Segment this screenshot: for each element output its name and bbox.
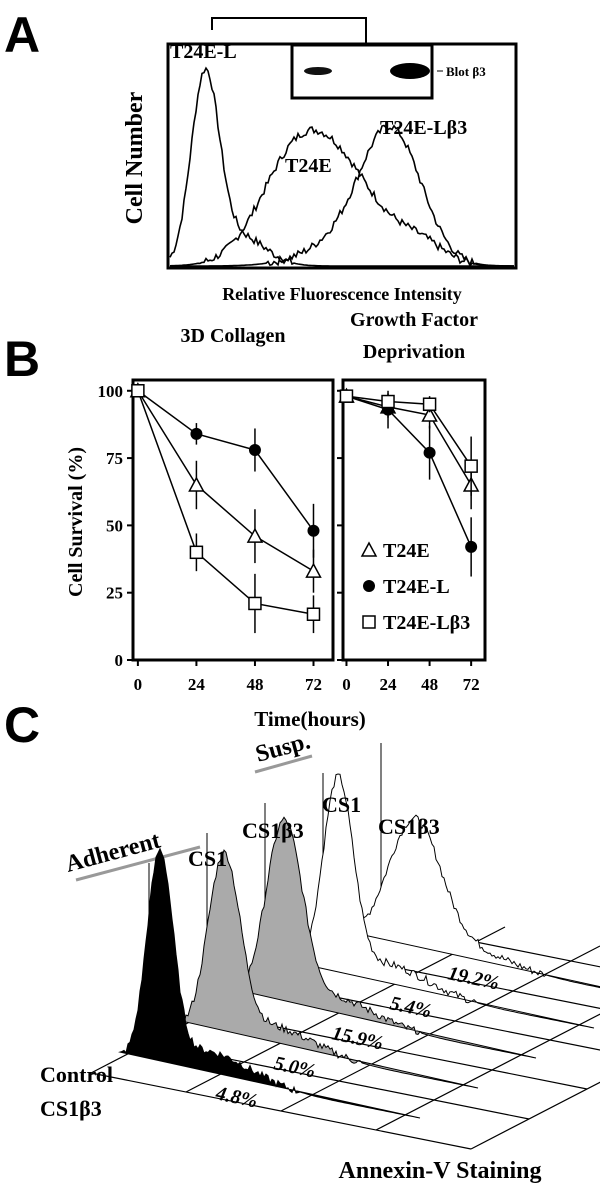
percent-label: 4.8% [213,1082,259,1112]
subplot-title: 3D Collagen [181,325,286,347]
x-tick-label: 24 [188,675,206,694]
group-label: Susp. [253,728,313,767]
histogram [169,126,514,268]
series-line [346,395,472,548]
panel-label: C [4,697,40,753]
blot-band [390,63,430,79]
marker [188,476,205,492]
marker [423,446,436,459]
panel-label: B [4,331,40,387]
percent-label: 5.0% [272,1052,317,1082]
marker [360,541,378,557]
marker [465,540,478,553]
curve-label: T24E [285,155,332,177]
row-label: CS1β3 [242,818,304,843]
row-label: CS1β3 [378,814,440,839]
group-bar [254,754,313,774]
x-tick-label: 0 [134,675,143,694]
marker [248,444,261,456]
marker [305,562,322,578]
percent-label: 5.4% [388,992,433,1022]
subplot-title: Deprivation [363,341,465,363]
marker [307,524,320,537]
plot-frame [341,378,487,662]
percent-label: 15.9% [330,1022,385,1054]
curve-label: T24E-Lβ3 [380,117,467,139]
marker [363,580,375,592]
panel-label: A [4,7,40,63]
marker [339,389,354,403]
series-line [346,395,472,486]
group-bar [75,845,201,882]
marker [362,615,376,629]
grid-line [470,1081,600,1150]
panel-c: Adherent Susp. Annexin-V Staining 4.8%Co… [40,728,600,1184]
y-tick-label: 25 [106,584,123,603]
histogram [118,847,421,1119]
blot-label: Blot β3 [446,64,486,79]
histogram [293,773,595,1029]
histogram [170,124,514,267]
histogram [176,849,479,1089]
series-line [137,390,315,532]
x-tick-label: 72 [463,675,480,694]
x-tick-label: 0 [342,675,351,694]
panel-a: Blot β3 T24E-L T24E T24E-Lβ3 Cell Number… [122,17,518,304]
x-axis-label: Time(hours) [254,707,366,731]
legend-label: T24E-L [383,576,450,598]
grid-line [280,945,600,1112]
subplot-title: Growth Factor [350,309,478,331]
series-line [346,395,472,467]
marker [246,527,264,543]
curve-label: T24E-L [170,41,237,63]
grid-line [375,1013,600,1131]
bracket [211,17,367,45]
x-tick-label: 48 [246,675,263,694]
marker [464,459,478,473]
histogram [169,66,514,267]
marker [422,397,437,411]
row-label: Control [40,1062,113,1087]
marker [421,406,438,422]
y-axis-label: Cell Survival (%) [65,447,87,597]
percent-label: 19.2% [446,962,501,994]
x-tick-label: 72 [305,675,322,694]
series-line [137,390,314,572]
y-tick-label: 75 [106,449,123,468]
y-axis-label: Cell Number [122,91,148,224]
blot-band [304,67,332,75]
x-axis-label: Relative Fluorescence Intensity [222,284,462,304]
marker [248,596,262,611]
y-tick-label: 100 [98,382,124,401]
x-tick-label: 48 [421,675,438,694]
histogram [350,814,600,989]
x-tick-label: 24 [380,675,398,694]
row-label: CS1 [188,846,227,871]
marker [131,384,145,398]
legend-label: T24E [383,540,430,562]
histogram [235,816,537,1059]
marker [381,394,395,409]
y-tick-label: 0 [115,651,124,670]
y-tick-label: 50 [106,516,123,535]
plot-frame [131,378,335,662]
row-label: CS1 [322,792,361,817]
marker [189,545,204,560]
panel-b: Cell Survival (%) Time(hours) 3D Collage… [65,309,487,731]
x-axis-label: Annexin-V Staining [339,1158,542,1184]
row-label: CS1β3 [40,1096,102,1121]
legend-label: T24E-Lβ3 [383,612,470,634]
marker [306,607,321,621]
marker [190,427,203,440]
series-line [137,390,314,615]
